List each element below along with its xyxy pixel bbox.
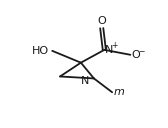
Text: N: N [81,76,89,86]
Text: +: + [112,41,118,50]
Text: HO: HO [32,46,49,56]
Text: −: − [139,47,145,56]
Text: m: m [113,87,124,97]
Text: N: N [105,45,113,55]
Text: O: O [132,50,140,60]
Text: O: O [97,16,106,26]
